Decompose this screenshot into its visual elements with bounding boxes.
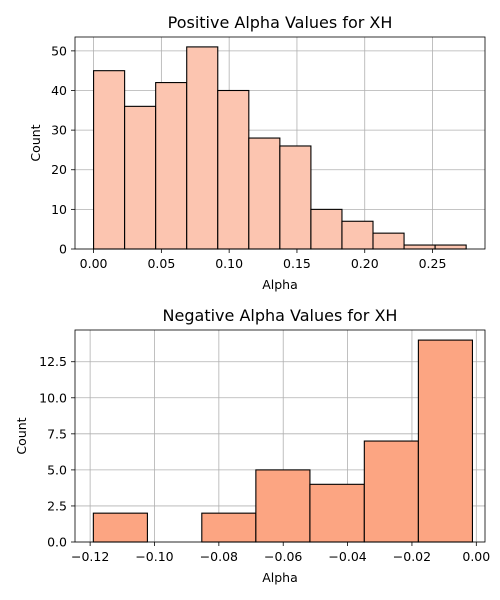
chart-title: Negative Alpha Values for XH: [163, 306, 398, 325]
y-tick-label: 12.5: [39, 354, 67, 369]
histogram-bar: [217, 89, 250, 250]
x-tick-label: −0.10: [135, 549, 173, 564]
chart-title: Positive Alpha Values for XH: [168, 13, 393, 32]
x-tick-label: −0.02: [393, 549, 431, 564]
x-tick-label: 0.10: [215, 256, 243, 271]
histogram-bar: [309, 483, 365, 543]
x-tick-label: −0.08: [200, 549, 238, 564]
histogram-bar: [248, 137, 281, 250]
y-tick-label: 10.0: [39, 390, 67, 405]
y-tick-label: 50: [51, 43, 67, 58]
y-tick-label: 2.5: [47, 498, 67, 513]
histogram-bar: [363, 440, 419, 543]
y-tick-label: 0: [59, 242, 67, 257]
histogram-bar: [93, 70, 126, 250]
histogram-bar: [310, 208, 343, 250]
x-tick-label: 0.20: [351, 256, 379, 271]
negative-alpha-histogram: Negative Alpha Values for XH Alpha Count…: [14, 306, 490, 585]
histogram-bar: [92, 512, 148, 543]
histogram-bar: [201, 512, 257, 543]
y-axis-label: Count: [28, 124, 43, 161]
histogram-bar: [155, 82, 188, 250]
x-axis-label: Alpha: [262, 570, 298, 585]
y-tick-label: 10: [51, 202, 67, 217]
histogram-bar: [341, 220, 374, 250]
y-tick-label: 20: [51, 162, 67, 177]
x-tick-label: 0.00: [462, 549, 490, 564]
histogram-bar: [124, 105, 157, 250]
y-tick-label: 0.0: [47, 535, 67, 550]
positive-alpha-histogram: Positive Alpha Values for XH Alpha Count…: [28, 13, 486, 292]
histogram-bar: [417, 339, 473, 543]
y-tick-label: 7.5: [47, 426, 67, 441]
x-tick-label: −0.12: [71, 549, 109, 564]
x-tick-label: −0.06: [264, 549, 302, 564]
histogram-bar: [372, 232, 405, 250]
histogram-bar: [434, 244, 467, 250]
y-axis-label: Count: [14, 417, 29, 454]
y-tick-label: 5.0: [47, 462, 67, 477]
y-tick-label: 30: [51, 123, 67, 138]
x-tick-label: 0.25: [419, 256, 447, 271]
histogram-bar: [279, 145, 312, 250]
x-axis-label: Alpha: [262, 277, 298, 292]
histogram-bar: [255, 469, 311, 543]
histogram-bar: [186, 46, 219, 250]
x-tick-label: −0.04: [328, 549, 366, 564]
plot-frame: [74, 36, 486, 250]
x-tick-label: 0.15: [283, 256, 311, 271]
histogram-bar: [403, 244, 436, 250]
plot-frame: [74, 329, 486, 543]
x-tick-label: 0.05: [147, 256, 175, 271]
y-tick-label: 40: [51, 83, 67, 98]
x-tick-label: 0.00: [80, 256, 108, 271]
